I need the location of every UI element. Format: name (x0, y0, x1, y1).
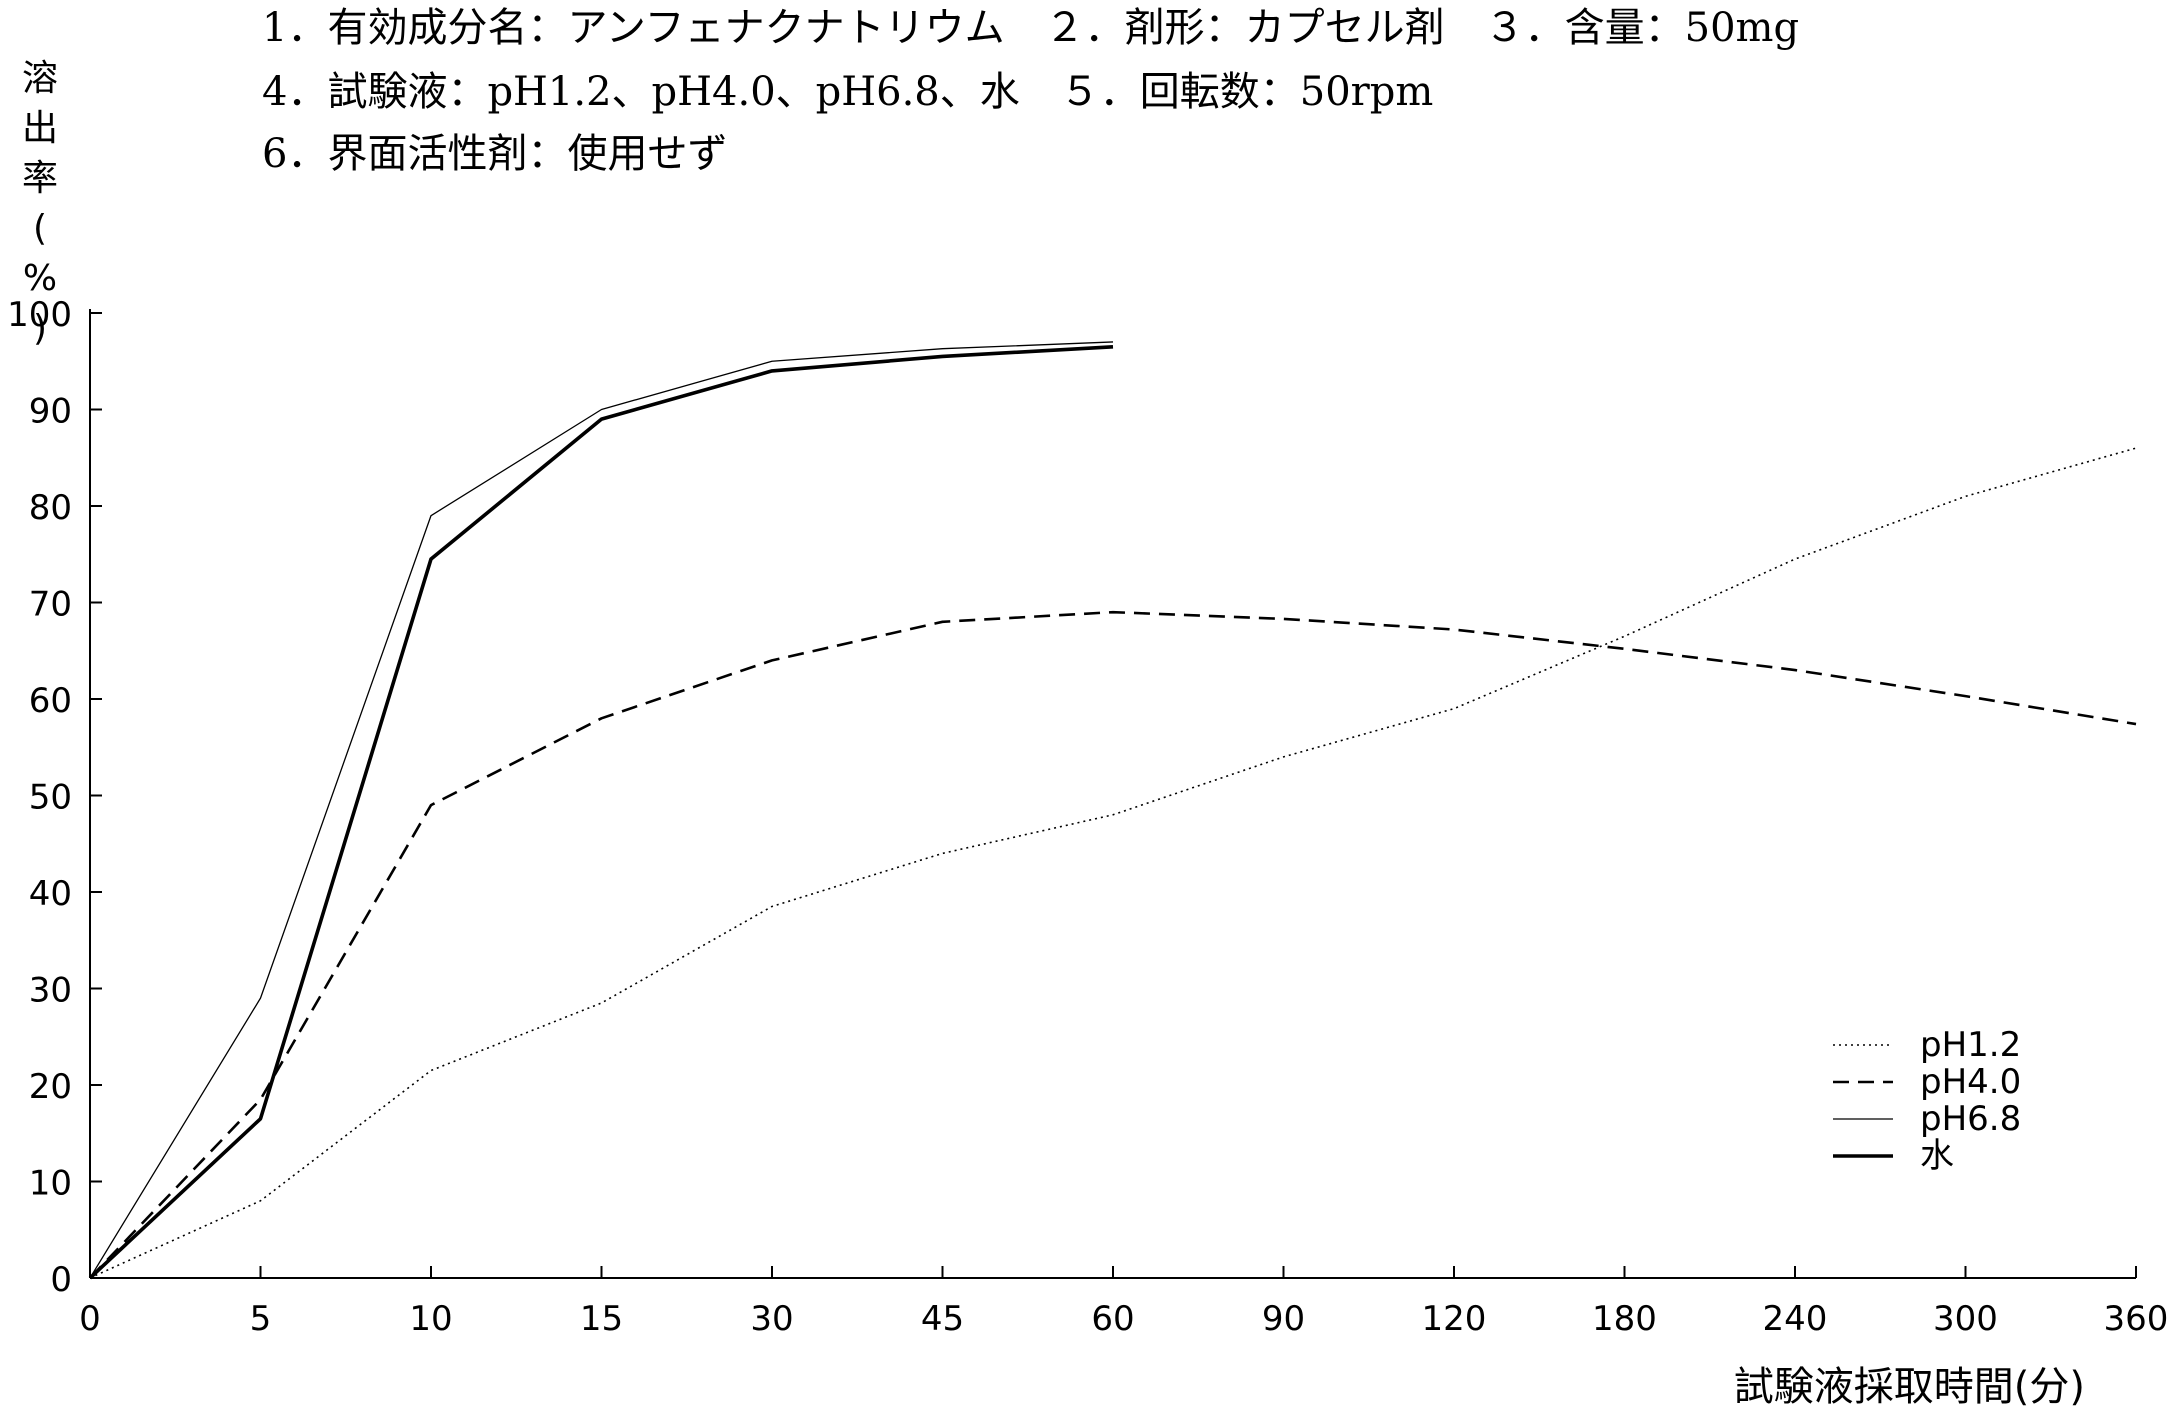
y-tick-label: 10 (29, 1164, 72, 1204)
x-tick-label: 45 (921, 1299, 964, 1339)
y-tick-label: 90 (29, 392, 72, 432)
series-line-0 (90, 448, 2136, 1278)
y-axis-label-char: ( (33, 208, 47, 249)
y-tick-label: 80 (29, 488, 72, 528)
y-axis-label-char: 出 (22, 108, 58, 149)
x-tick-label: 15 (580, 1299, 623, 1339)
y-tick-label: 60 (29, 681, 72, 721)
y-ticks: 0 10 20 30 40 50 60 70 80 90 100 (7, 295, 102, 1300)
legend-label-1: pH4.0 (1920, 1062, 2021, 1102)
y-axis-label-char: 溶 (22, 58, 58, 99)
x-tick-label: 300 (1933, 1299, 1998, 1339)
x-tick-label: 10 (409, 1299, 452, 1339)
legend-label-2: pH6.8 (1920, 1099, 2021, 1139)
y-tick-label: 30 (29, 971, 72, 1011)
x-ticks: 0 5 10 15 30 45 60 90 120 180 240 300 360 (79, 1266, 2168, 1339)
series-line-1 (90, 612, 2136, 1278)
series-line-3 (90, 347, 1113, 1278)
x-tick-label: 120 (1422, 1299, 1487, 1339)
legend-label-0: pH1.2 (1920, 1025, 2021, 1065)
y-tick-label: 70 (29, 585, 72, 625)
x-tick-label: 0 (79, 1299, 101, 1339)
x-tick-label: 360 (2104, 1299, 2169, 1339)
y-tick-label: 0 (50, 1260, 72, 1300)
x-tick-label: 5 (250, 1299, 272, 1339)
x-tick-label: 180 (1592, 1299, 1657, 1339)
y-tick-label: 40 (29, 874, 72, 914)
axes (90, 309, 2136, 1278)
legend-label-3: 水 (1920, 1136, 1954, 1176)
series-line-2 (90, 342, 1113, 1278)
y-tick-label: 100 (7, 295, 72, 335)
x-axis-label: 試験液採取時間(分) (1734, 1364, 2085, 1410)
y-axis-label-char: % (23, 258, 57, 299)
series-lines (90, 342, 2136, 1278)
x-tick-label: 60 (1091, 1299, 1134, 1339)
x-tick-label: 240 (1763, 1299, 1828, 1339)
y-tick-label: 20 (29, 1067, 72, 1107)
y-tick-label: 50 (29, 778, 72, 818)
y-axis-label-char: 率 (22, 158, 58, 199)
x-tick-label: 90 (1262, 1299, 1305, 1339)
x-tick-label: 30 (750, 1299, 793, 1339)
